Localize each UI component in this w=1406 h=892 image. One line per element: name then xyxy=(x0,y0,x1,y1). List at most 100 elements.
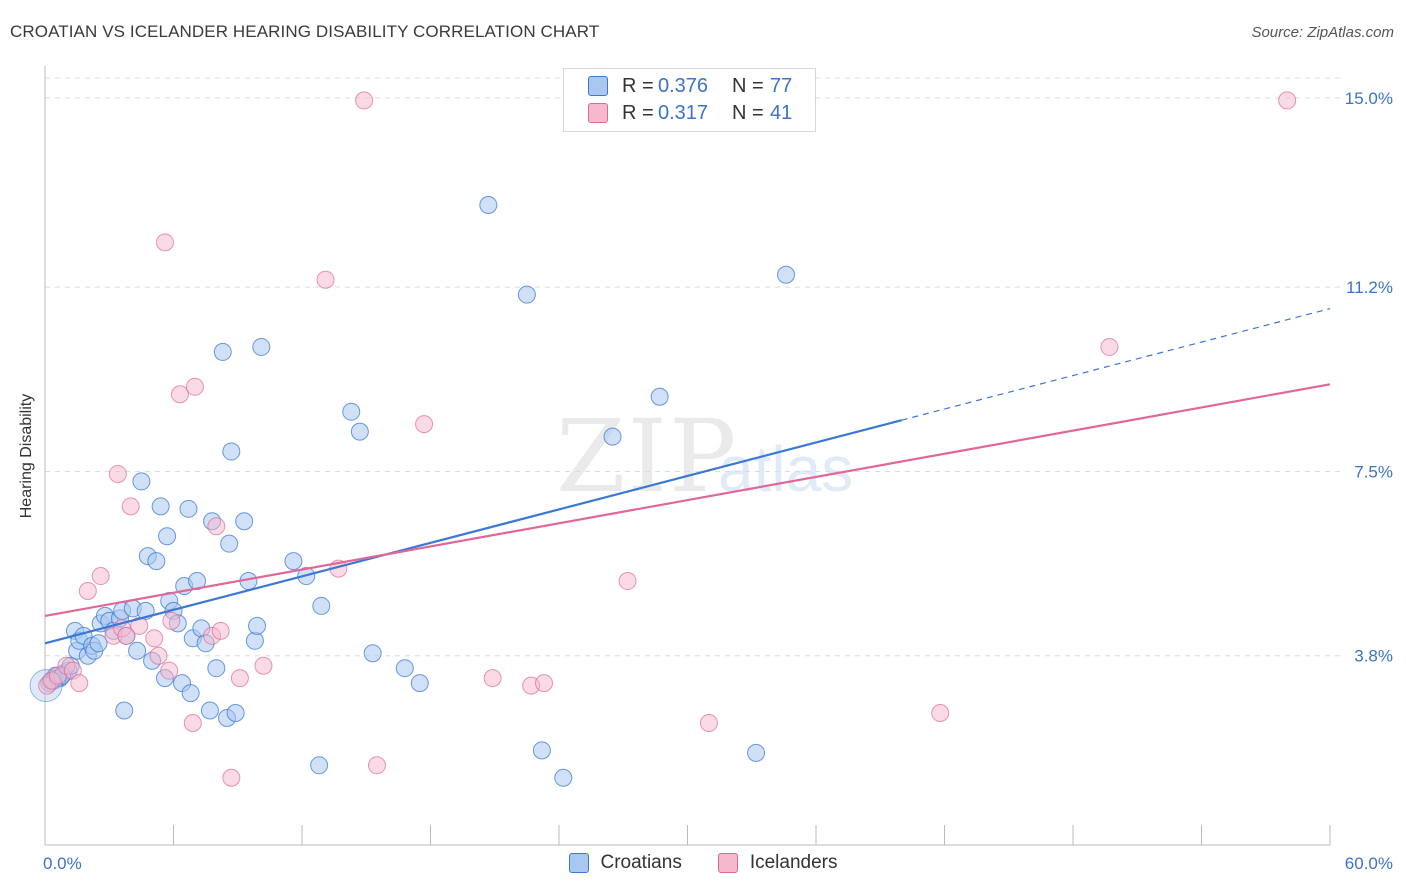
croatians-point xyxy=(395,659,414,678)
croatians-point xyxy=(342,402,361,421)
croatians-point xyxy=(226,704,245,723)
icelanders-point xyxy=(355,91,374,110)
croatians-point xyxy=(151,497,170,516)
icelanders-point xyxy=(1278,91,1297,110)
croatians-point xyxy=(350,422,369,441)
icelanders-point xyxy=(78,581,97,600)
croatians-point xyxy=(312,596,331,615)
icelanders-point xyxy=(162,611,181,630)
croatians-point xyxy=(603,427,622,446)
grid-lines xyxy=(45,77,1340,657)
croatians-point xyxy=(747,743,766,762)
icelanders-trend-line xyxy=(44,383,1331,617)
icelanders-point xyxy=(155,233,174,252)
icelanders-point xyxy=(931,704,950,723)
icelanders-point xyxy=(145,629,164,648)
icelanders-point xyxy=(535,674,554,693)
croatians-trend-extension xyxy=(901,308,1331,421)
stats-row-croatians: R = 0.376 N = 77 xyxy=(588,73,792,99)
trend-lines xyxy=(44,308,1331,645)
croatians-point xyxy=(532,741,551,760)
croatians-point xyxy=(181,684,200,703)
croatians-point xyxy=(213,342,232,361)
icelanders-point xyxy=(254,656,273,675)
n-label: N = xyxy=(732,74,764,97)
croatians-point xyxy=(248,616,267,635)
icelanders-point xyxy=(117,626,136,645)
croatians-point xyxy=(89,634,108,653)
icelanders-point xyxy=(160,661,179,680)
icelanders-point xyxy=(1100,337,1119,356)
croatians-point xyxy=(147,552,166,571)
croatians-point xyxy=(128,641,147,660)
axes xyxy=(44,66,1331,846)
croatians-point xyxy=(200,701,219,720)
icelanders-point xyxy=(183,713,202,732)
croatians-swatch xyxy=(588,76,608,96)
icelanders-point xyxy=(121,497,140,516)
croatians-point xyxy=(363,644,382,663)
icelanders-point xyxy=(207,517,226,536)
icelanders-point xyxy=(699,713,718,732)
watermark-zip: ZIP xyxy=(556,398,739,515)
icelanders-point xyxy=(211,621,230,640)
croatians-point xyxy=(179,499,198,518)
y-tick-label: 11.2% xyxy=(1346,278,1393,297)
stats-legend: R = 0.376 N = 77 R = 0.317 N = 41 xyxy=(563,68,816,132)
croatians-point xyxy=(222,442,241,461)
icelanders-point xyxy=(230,669,249,688)
icelanders-swatch xyxy=(588,103,608,123)
legend-label-icelanders: Icelanders xyxy=(749,852,838,873)
icelanders-points xyxy=(38,91,1297,787)
croatians-point xyxy=(479,196,498,215)
icelanders-point xyxy=(222,768,241,787)
r-value: 0.376 xyxy=(658,74,709,97)
icelanders-swatch xyxy=(717,853,738,873)
croatians-point xyxy=(310,756,329,775)
n-value: 77 xyxy=(770,74,793,97)
chart-source: Source: ZipAtlas.com xyxy=(1251,24,1394,41)
croatians-point xyxy=(158,527,177,546)
icelanders-point xyxy=(483,669,502,688)
tick-labels: 3.8% 7.5% 11.2% 15.0% 0.0% 60.0% xyxy=(43,89,1393,873)
croatians-trend-line xyxy=(44,419,902,645)
croatians-point xyxy=(284,552,303,571)
icelanders-point xyxy=(367,756,386,775)
n-label: N = xyxy=(732,101,764,124)
y-tick-label: 7.5% xyxy=(1354,462,1393,481)
legend-item-icelanders[interactable]: Icelanders xyxy=(717,852,838,874)
croatians-point xyxy=(777,265,796,284)
icelanders-point xyxy=(170,385,189,404)
croatians-points xyxy=(29,196,796,787)
legend-item-croatians[interactable]: Croatians xyxy=(568,852,682,874)
n-value: 41 xyxy=(770,101,793,124)
icelanders-point xyxy=(316,270,335,289)
r-label: R = xyxy=(622,101,654,124)
icelanders-point xyxy=(108,464,127,483)
croatians-point xyxy=(252,337,271,356)
x-tick-label: 0.0% xyxy=(43,854,82,873)
croatians-swatch xyxy=(568,853,589,873)
y-tick-label: 15.0% xyxy=(1345,89,1393,108)
croatians-point xyxy=(115,701,134,720)
r-label: R = xyxy=(622,74,654,97)
watermark-atlas: atlas xyxy=(718,433,854,505)
croatians-point xyxy=(650,387,669,406)
y-tick-label: 3.8% xyxy=(1354,647,1393,666)
croatians-point xyxy=(207,659,226,678)
series-legend: Croatians Icelanders xyxy=(0,852,1406,874)
croatians-point xyxy=(245,631,264,650)
croatians-point xyxy=(554,768,573,787)
chart-title: CROATIAN VS ICELANDER HEARING DISABILITY… xyxy=(10,22,600,41)
icelanders-point xyxy=(91,567,110,586)
legend-label-croatians: Croatians xyxy=(600,852,682,873)
croatians-point xyxy=(132,472,151,491)
icelanders-point xyxy=(130,616,149,635)
icelanders-point xyxy=(70,674,89,693)
stats-row-icelanders: R = 0.317 N = 41 xyxy=(588,100,792,126)
icelanders-point xyxy=(415,415,434,434)
x-tick-label: 60.0% xyxy=(1345,854,1393,873)
icelanders-point xyxy=(185,377,204,396)
icelanders-point xyxy=(149,646,168,665)
